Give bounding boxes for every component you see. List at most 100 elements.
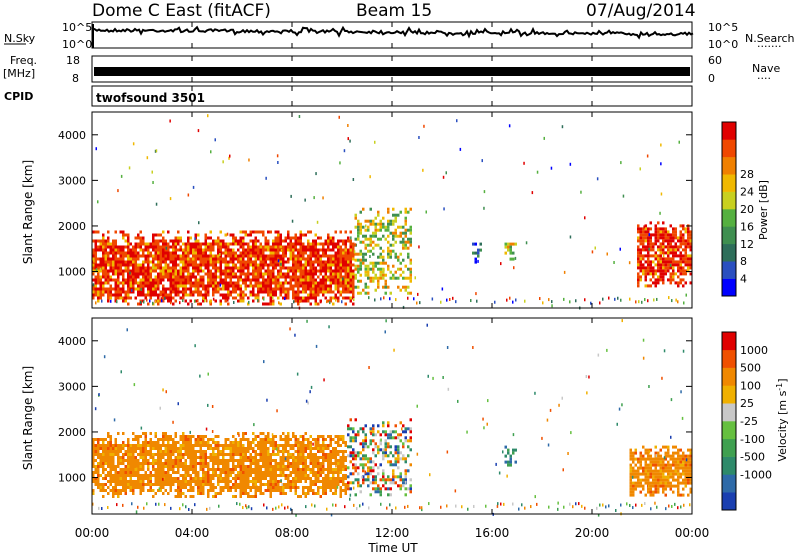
echo-cell [294,474,297,477]
echo-cell [204,444,207,447]
echo-cell [224,477,227,480]
echo-cell [134,257,137,261]
echo-cell [197,302,200,306]
echo-cell [209,260,212,264]
echo-cell [682,278,685,282]
echo-cell [99,278,102,282]
echo-cell [639,269,642,273]
echo-noise [219,253,221,256]
echo-cell [252,468,255,471]
echo-cell [682,269,685,273]
echo-cell [127,444,130,447]
echo-cell [122,269,125,273]
echo-cell [247,444,250,447]
echo-cell [132,444,135,447]
echo-cell [157,474,160,477]
echo-cell [132,465,135,468]
echo-cell [294,254,297,258]
echo-cell [182,486,185,489]
echo-cell [127,480,130,483]
echo-cell [337,260,340,264]
echo-cell [687,230,690,234]
echo-cell [382,273,385,277]
echo-cell [402,258,405,262]
echo-cell [284,486,287,489]
echo-cell [389,249,392,253]
echo-noise [233,300,235,304]
echo-cell [289,266,292,270]
echo-cell [104,483,107,486]
echo-cell [672,251,675,255]
echo-cell [647,454,650,458]
echo-cell [167,456,170,459]
echo-cell [382,424,385,428]
echo-noise [543,136,545,140]
echo-cell [244,233,247,237]
echo-cell [387,454,390,458]
echo-cell [312,453,315,456]
echo-cell [149,245,152,249]
echo-cell [189,242,192,246]
echo-cell [327,459,330,462]
echo-cell [92,248,95,252]
echo-cell [317,242,320,246]
echo-cell [664,230,667,234]
echo-cell [147,245,150,249]
echo-cell [352,457,355,461]
echo-cell [159,456,162,459]
echo-cell [189,287,192,291]
echo-cell [157,281,160,285]
echo-cell [217,257,220,261]
echo-cell [139,263,142,267]
echo-cell [667,451,670,455]
echo-cell [329,263,332,267]
echo-noise [584,216,586,220]
echo-cell [152,462,155,465]
echo-cell [382,448,385,452]
echo-cell [372,234,375,238]
echo-cell [157,275,160,279]
echo-cell [149,272,152,276]
echo-cell [247,483,250,486]
echo-cell [207,290,210,294]
echo-cell [97,257,100,261]
echo-cell [252,432,255,435]
echo-cell [662,278,665,282]
echo-cell [329,257,332,261]
echo-cell [114,248,117,252]
echo-cell [307,254,310,258]
echo-cell [242,480,245,483]
echo-cell [299,299,302,303]
echo-cell [307,492,310,495]
echo-cell [152,281,155,285]
echo-cell [164,450,167,453]
echo-cell [94,447,97,450]
echo-cell [629,475,632,479]
echo-cell [169,435,172,438]
echo-cell [182,272,185,276]
echo-cell [127,275,130,279]
echo-cell [279,275,282,279]
echo-cell [182,254,185,258]
echo-cell [302,459,305,462]
echo-cell [269,257,272,261]
echo-cell [329,459,332,462]
echo-cell [124,281,127,285]
echo-cell [97,275,100,279]
echo-cell [227,477,230,480]
echo-cell [404,460,407,464]
echo-cell [654,478,657,482]
echo-cell [217,251,220,255]
echo-cell [657,463,660,467]
echo-cell [327,260,330,264]
echo-cell [289,242,292,246]
echo-cell [372,231,375,235]
echo-cell [239,245,242,249]
echo-cell [172,275,175,279]
echo-cell [97,269,100,273]
echo-cell [404,264,407,268]
echo-cell [109,251,112,255]
power-colorbar-tick: 20 [740,203,754,216]
echo-cell [357,270,360,274]
echo-cell [259,251,262,255]
